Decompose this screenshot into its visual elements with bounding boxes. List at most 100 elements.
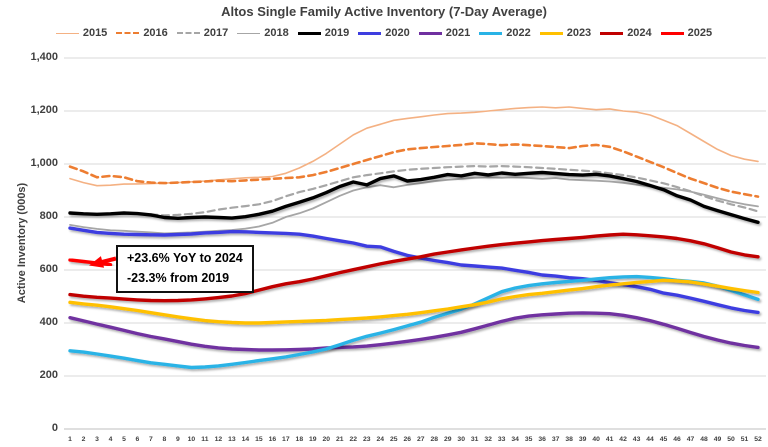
x-tick-label-44: 44	[646, 436, 654, 443]
legend-label-2022: 2022	[506, 27, 531, 39]
x-tick-label-26: 26	[403, 436, 411, 443]
x-tick-label-32: 32	[484, 436, 492, 443]
annotation-arrow-head	[89, 256, 105, 268]
legend-item-2017: 2017	[176, 27, 229, 39]
series-line-2022	[68, 274, 760, 370]
series-line-2025	[68, 258, 113, 267]
series-line-2016	[68, 142, 760, 198]
series-lines	[68, 106, 760, 370]
legend-item-2016: 2016	[116, 27, 168, 39]
legend-swatch-2024	[600, 31, 624, 35]
annotation-arrow	[89, 256, 117, 268]
x-tick-label-29: 29	[444, 436, 452, 443]
x-tick-label-30: 30	[457, 436, 465, 443]
legend-item-2022: 2022	[479, 27, 531, 39]
y-tick-label-1,400: 1,400	[30, 51, 58, 63]
series-line-2017	[68, 165, 760, 217]
x-tick-label-13: 13	[228, 436, 236, 443]
legend-item-2024: 2024	[600, 27, 652, 39]
x-tick-label-12: 12	[215, 436, 223, 443]
legend-item-2018: 2018	[237, 27, 289, 39]
x-tick-label-48: 48	[700, 436, 708, 443]
legend-swatch-2015	[55, 32, 79, 34]
series-line-2024	[68, 232, 760, 303]
x-tick-label-22: 22	[350, 436, 358, 443]
legend-item-2015: 2015	[55, 27, 108, 39]
x-tick-label-43: 43	[633, 436, 641, 443]
chart-title: Altos Single Family Active Inventory (7-…	[221, 4, 547, 19]
annotation-box: +23.6% YoY to 2024 -23.3% from 2019	[116, 245, 254, 293]
legend-swatch-2019	[297, 31, 321, 35]
legend-item-2023: 2023	[539, 27, 591, 39]
series-line-2023	[68, 278, 760, 325]
x-tick-label-7: 7	[149, 436, 153, 443]
x-axis-tick-labels: 1 2 3 4 5 6 7 8 9 10 11 12 13 14 15 16 17 18 19 20 21 22 23 24 2…	[68, 436, 762, 443]
x-tick-label-38: 38	[565, 436, 573, 443]
x-tick-label-23: 23	[363, 436, 371, 443]
legend-label-2025: 2025	[687, 27, 713, 39]
legend-swatch-2020	[358, 31, 382, 35]
legend-swatch-2016	[116, 32, 140, 34]
x-tick-label-4: 4	[109, 436, 113, 443]
annotation-line-1: +23.6% YoY to 2024	[127, 251, 243, 265]
y-tick-label-1,000: 1,000	[30, 157, 58, 169]
legend-label-2017: 2017	[203, 27, 229, 39]
x-tick-label-36: 36	[538, 436, 546, 443]
annotation-arrow-line	[99, 256, 117, 265]
y-tick-label-0: 0	[51, 422, 58, 434]
series-line-2019	[68, 170, 760, 224]
x-tick-label-37: 37	[552, 436, 560, 443]
x-tick-label-31: 31	[471, 436, 479, 443]
legend-swatch-2018	[237, 32, 261, 34]
x-tick-label-16: 16	[269, 436, 277, 443]
x-tick-label-41: 41	[606, 436, 614, 443]
x-tick-label-3: 3	[95, 436, 99, 443]
x-tick-label-1: 1	[68, 436, 72, 443]
x-tick-label-5: 5	[122, 436, 126, 443]
x-tick-label-20: 20	[323, 436, 331, 443]
legend-label-2015: 2015	[82, 27, 108, 39]
y-tick-label-600: 600	[39, 263, 58, 275]
x-tick-label-33: 33	[498, 436, 506, 443]
gridlines	[64, 57, 766, 430]
x-tick-label-2: 2	[82, 436, 86, 443]
legend-swatch-2017	[176, 32, 200, 34]
legend-swatch-2025	[660, 31, 684, 35]
x-tick-label-47: 47	[687, 436, 695, 443]
legend-swatch-2023	[539, 31, 563, 35]
legend-item-2019: 2019	[297, 27, 349, 39]
legend-item-2020: 2020	[358, 27, 410, 39]
x-tick-label-15: 15	[255, 436, 263, 443]
x-tick-label-34: 34	[511, 436, 519, 443]
x-tick-label-14: 14	[242, 436, 250, 443]
x-tick-label-39: 39	[579, 436, 587, 443]
x-tick-label-40: 40	[592, 436, 600, 443]
legend-label-2018: 2018	[264, 27, 289, 39]
x-tick-label-52: 52	[754, 436, 762, 443]
x-tick-label-49: 49	[714, 436, 722, 443]
legend-item-2025: 2025	[660, 27, 713, 39]
x-tick-label-25: 25	[390, 436, 398, 443]
legend-item-2021: 2021	[418, 27, 471, 39]
x-tick-label-19: 19	[309, 436, 317, 443]
legend-label-2020: 2020	[385, 27, 410, 39]
legend-label-2016: 2016	[143, 27, 168, 39]
x-tick-label-10: 10	[188, 436, 196, 443]
x-tick-label-27: 27	[417, 436, 425, 443]
legend-label-2024: 2024	[627, 27, 652, 39]
y-tick-label-1,200: 1,200	[30, 104, 58, 116]
legend-swatch-2022	[479, 31, 503, 35]
series-line-2015	[69, 106, 759, 187]
x-tick-label-51: 51	[741, 436, 749, 443]
x-tick-label-6: 6	[136, 436, 140, 443]
x-tick-label-46: 46	[673, 436, 681, 443]
x-tick-label-35: 35	[525, 436, 533, 443]
legend-swatch-2021	[418, 31, 442, 35]
chart-legend: 2015 2016 2017 2018 2019 2020 2021 2022 2023 2024…	[0, 27, 768, 39]
annotation-line-2: -23.3% from 2019	[127, 271, 230, 285]
x-tick-label-50: 50	[727, 436, 735, 443]
legend-label-2021: 2021	[445, 27, 471, 39]
y-tick-label-200: 200	[39, 369, 58, 381]
